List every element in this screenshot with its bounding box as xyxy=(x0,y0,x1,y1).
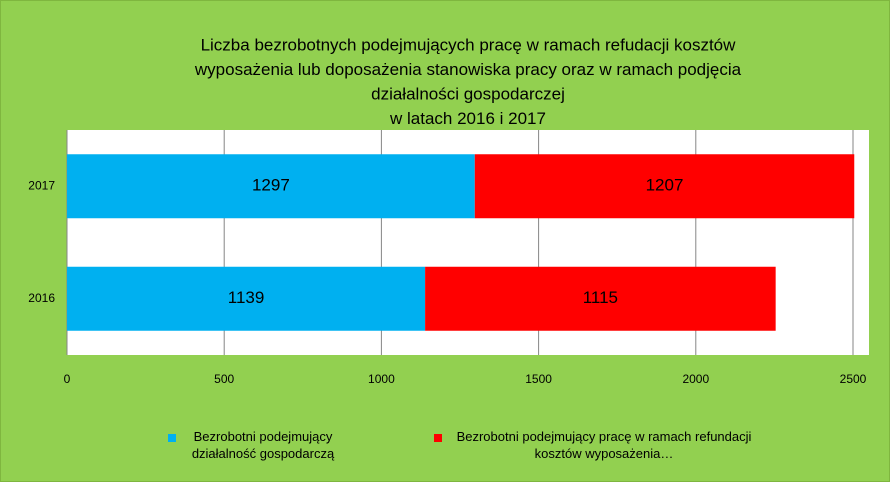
legend-label: Bezrobotni podejmujący działalność gospo… xyxy=(191,429,335,461)
legend-marker xyxy=(168,434,176,442)
x-tick-label: 1500 xyxy=(525,372,552,386)
legend-label: Bezrobotni podejmujący pracę w ramach re… xyxy=(456,429,752,461)
data-label: 1139 xyxy=(228,288,265,307)
data-label: 1207 xyxy=(646,176,684,195)
legend-marker xyxy=(434,434,442,442)
data-label: 1115 xyxy=(583,288,618,307)
chart-title: Liczba bezrobotnych podejmujących pracę … xyxy=(201,35,737,54)
bar-segment xyxy=(67,266,426,331)
chart-title: wyposażenia lub doposażenia stanowiska p… xyxy=(194,60,742,79)
bar-segment xyxy=(67,154,475,219)
bar-segment xyxy=(474,154,855,219)
x-tick-label: 1000 xyxy=(368,372,395,386)
y-tick-label: 2016 xyxy=(28,291,55,305)
chart-title: w latach 2016 i 2017 xyxy=(389,109,546,128)
chart-title: działalności gospodarczej xyxy=(371,84,565,103)
x-tick-label: 2000 xyxy=(682,372,709,386)
x-tick-label: 0 xyxy=(64,372,71,386)
bar-segment xyxy=(425,266,776,331)
x-tick-label: 2500 xyxy=(840,372,867,386)
y-tick-label: 2017 xyxy=(28,178,55,192)
x-tick-label: 500 xyxy=(214,372,234,386)
data-label: 1297 xyxy=(252,176,290,195)
